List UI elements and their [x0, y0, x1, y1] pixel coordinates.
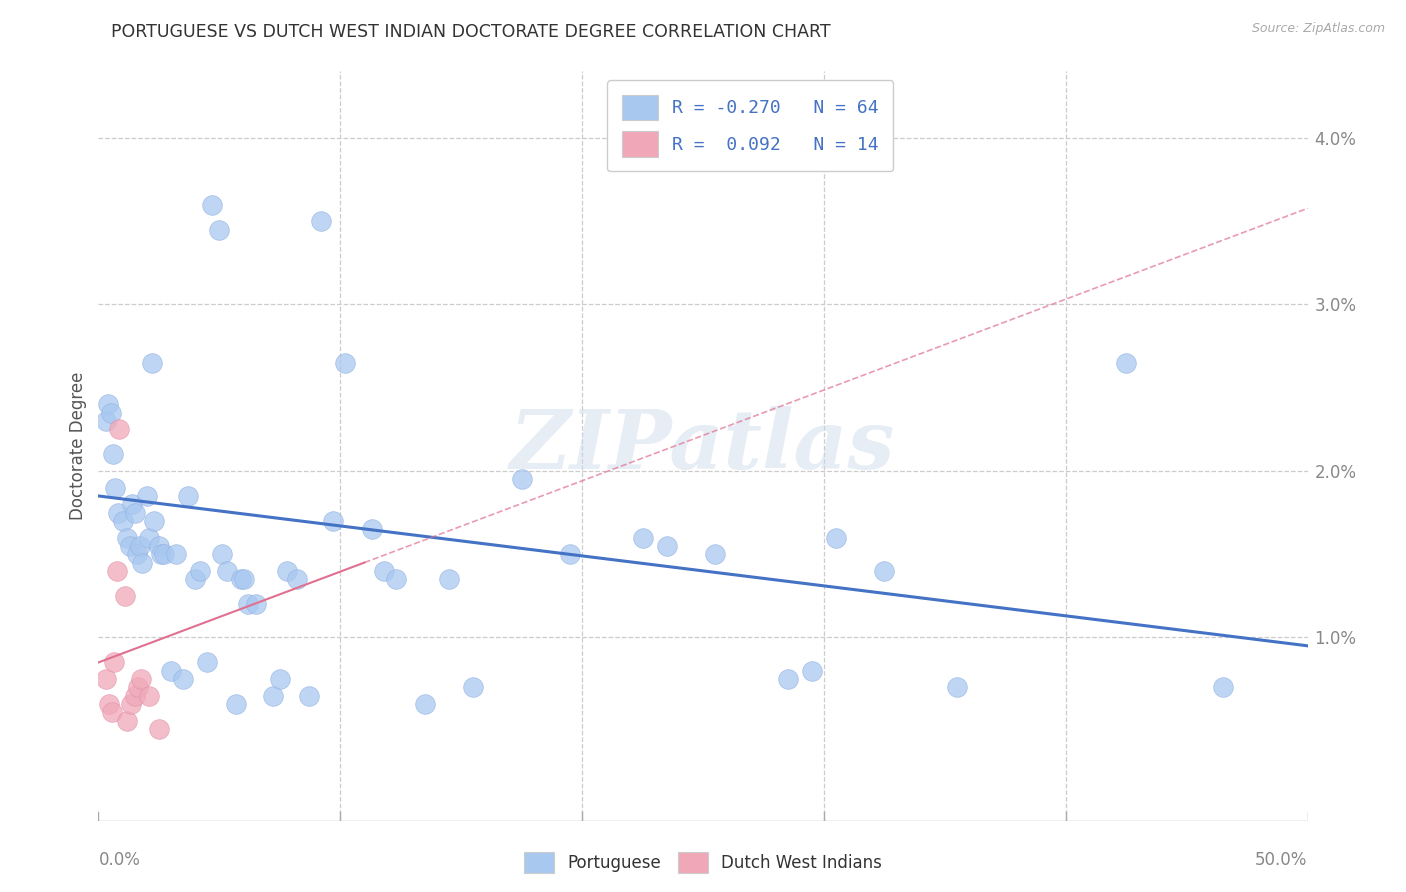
Point	[148, 722, 170, 736]
Point	[238, 597, 260, 611]
Point	[184, 572, 207, 586]
Point	[946, 681, 969, 695]
Point	[121, 497, 143, 511]
Point	[1212, 681, 1234, 695]
Point	[114, 589, 136, 603]
Point	[510, 472, 533, 486]
Point	[127, 547, 149, 561]
Point	[100, 406, 122, 420]
Point	[188, 564, 211, 578]
Point	[129, 672, 152, 686]
Point	[229, 572, 252, 586]
Point	[208, 222, 231, 236]
Point	[437, 572, 460, 586]
Point	[245, 597, 267, 611]
Point	[413, 697, 436, 711]
Point	[800, 664, 823, 678]
Legend: Portuguese, Dutch West Indians: Portuguese, Dutch West Indians	[517, 846, 889, 880]
Point	[101, 447, 124, 461]
Point	[825, 531, 848, 545]
Point	[124, 689, 146, 703]
Point	[117, 714, 139, 728]
Y-axis label: Doctorate Degree: Doctorate Degree	[69, 372, 87, 520]
Point	[108, 422, 131, 436]
Point	[385, 572, 408, 586]
Point	[111, 514, 134, 528]
Point	[704, 547, 727, 561]
Text: Source: ZipAtlas.com: Source: ZipAtlas.com	[1251, 22, 1385, 36]
Point	[138, 689, 160, 703]
Point	[322, 514, 344, 528]
Text: ZIPatlas: ZIPatlas	[510, 406, 896, 486]
Point	[195, 656, 218, 670]
Point	[98, 697, 121, 711]
Point	[232, 572, 254, 586]
Point	[127, 681, 149, 695]
Point	[298, 689, 321, 703]
Point	[172, 672, 194, 686]
Point	[269, 672, 291, 686]
Point	[558, 547, 581, 561]
Point	[118, 539, 141, 553]
Point	[150, 547, 173, 561]
Point	[143, 514, 166, 528]
Point	[141, 356, 163, 370]
Point	[201, 197, 224, 211]
Point	[631, 531, 654, 545]
Point	[276, 564, 298, 578]
Point	[262, 689, 284, 703]
Point	[103, 656, 125, 670]
Point	[100, 706, 122, 720]
Point	[135, 489, 157, 503]
Point	[152, 547, 174, 561]
Point	[128, 539, 150, 553]
Point	[655, 539, 678, 553]
Point	[211, 547, 233, 561]
Point	[873, 564, 896, 578]
Point	[107, 506, 129, 520]
Point	[97, 397, 120, 411]
Point	[776, 672, 799, 686]
Point	[165, 547, 187, 561]
Point	[124, 506, 146, 520]
Point	[94, 672, 117, 686]
Point	[285, 572, 308, 586]
Text: 50.0%: 50.0%	[1256, 851, 1308, 869]
Point	[148, 539, 170, 553]
Point	[131, 556, 153, 570]
Point	[94, 414, 117, 428]
Point	[309, 214, 332, 228]
Legend: R = -0.270   N = 64, R =  0.092   N = 14: R = -0.270 N = 64, R = 0.092 N = 14	[607, 80, 893, 171]
Point	[120, 697, 142, 711]
Point	[360, 522, 382, 536]
Point	[138, 531, 160, 545]
Point	[177, 489, 200, 503]
Point	[463, 681, 485, 695]
Point	[104, 481, 127, 495]
Point	[105, 564, 128, 578]
Point	[160, 664, 183, 678]
Text: 0.0%: 0.0%	[98, 851, 141, 869]
Point	[215, 564, 238, 578]
Point	[333, 356, 356, 370]
Point	[225, 697, 247, 711]
Point	[1115, 356, 1137, 370]
Point	[117, 531, 139, 545]
Text: PORTUGUESE VS DUTCH WEST INDIAN DOCTORATE DEGREE CORRELATION CHART: PORTUGUESE VS DUTCH WEST INDIAN DOCTORAT…	[111, 23, 830, 41]
Point	[373, 564, 395, 578]
